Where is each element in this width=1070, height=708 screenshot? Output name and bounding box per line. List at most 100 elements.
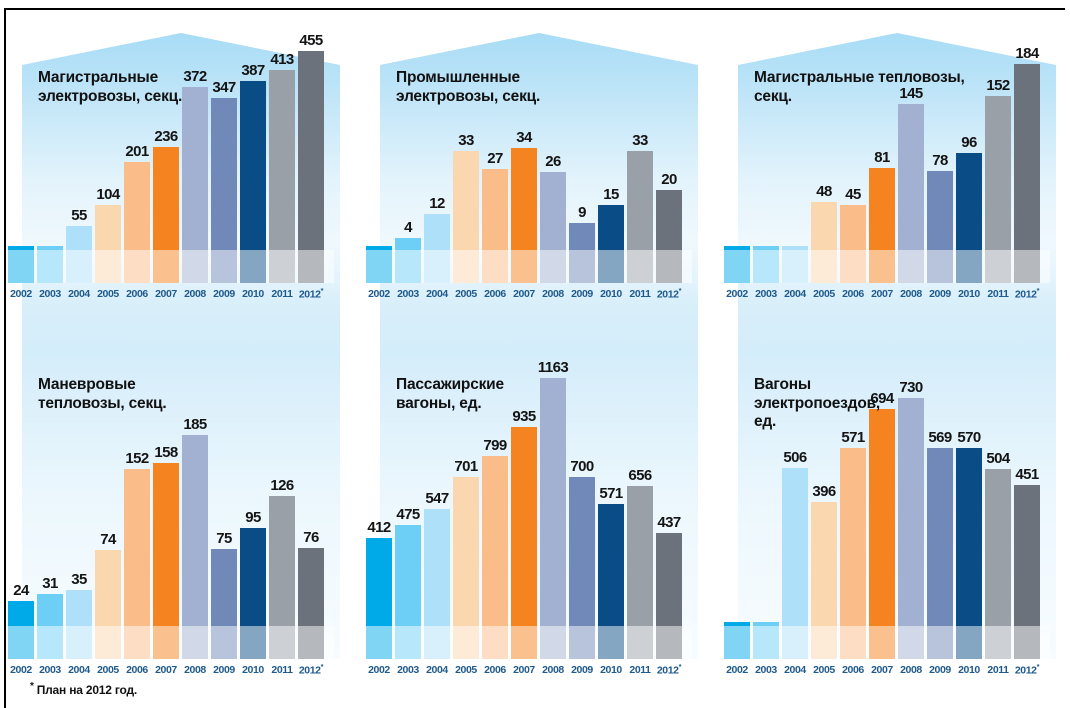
chart-block-electric-train-cars: Вагоны электропоездов, ед. 506 396 571 694 730 5… [722, 340, 1056, 676]
chart-title-line: тепловозы, секц. [38, 394, 167, 412]
year-label: 2008 [542, 664, 564, 676]
plan-asterisk: * [320, 661, 324, 671]
year-label: 2011 [987, 288, 1009, 300]
chart-plot-area: 506 396 571 694 730 569 570 504 451 [722, 340, 1050, 659]
chart-title-line: секц. [754, 87, 792, 105]
bar-value-label: 701 [454, 458, 478, 475]
bar-value-label: 185 [183, 416, 207, 433]
bar-value-label: 236 [154, 128, 178, 145]
bar-value-label: 20 [661, 171, 677, 188]
bar-value-label: 33 [632, 132, 648, 149]
bar-slot: 571 [840, 429, 866, 659]
year-label: 2005 [455, 664, 477, 676]
bar-value-label: 152 [125, 450, 149, 467]
year-label: 2012* [298, 285, 324, 301]
year-label: 2006 [484, 288, 506, 300]
year-label: 2005 [813, 288, 835, 300]
bars-row: 412 475 547 701 799 935 1163 700 571 656 437 [366, 359, 682, 659]
bar-2010 [956, 448, 982, 659]
year-label: 2011 [629, 664, 651, 676]
year-label: 2006 [126, 288, 148, 300]
bar-value-label: 437 [657, 514, 681, 531]
bar-value-label: 126 [270, 477, 294, 494]
year-label: 2003 [39, 288, 61, 300]
chart-title-line: Вагоны [754, 376, 811, 393]
year-axis: 2002 2003 2004 2005 2006 2007 2008 2009 2010 2011… [8, 659, 324, 677]
bar-2010 [240, 81, 266, 283]
year-label: 2009 [213, 288, 235, 300]
bar-value-label: 12 [429, 195, 445, 212]
year-label: 2003 [755, 664, 777, 676]
bar-2006 [840, 448, 866, 659]
chart-title: Магистральные тепловозы, секц. [754, 69, 965, 106]
bar-value-label: 547 [425, 490, 449, 507]
bar-slot: 413 [269, 51, 295, 283]
bar-slot: 185 [182, 416, 208, 659]
year-label: 2003 [397, 288, 419, 300]
plan-asterisk: * [678, 285, 682, 295]
bar-value-label: 35 [71, 571, 87, 588]
year-label: 2009 [571, 288, 593, 300]
bar-value-label: 81 [874, 149, 890, 166]
baseline-wash-band [722, 250, 1050, 283]
bar-value-label: 78 [932, 152, 948, 169]
bar-value-label: 656 [628, 467, 652, 484]
bar-2009 [927, 448, 953, 659]
bar-value-label: 347 [212, 79, 236, 96]
baseline-wash-band [722, 626, 1050, 659]
year-label: 2007 [513, 664, 535, 676]
bar-value-label: 152 [986, 77, 1010, 94]
chart-grid: Магистральные электровозы, секц. 55 104 201 2… [6, 32, 1056, 677]
chart-column-1: Магистральные электровозы, секц. 55 104 201 2… [6, 32, 340, 677]
chart-block-industrial-electric-locomotives: Промышленные электровозы, секц. 4 12 33 27 34 2… [364, 33, 698, 301]
bar-value-label: 9 [578, 204, 586, 221]
year-label: 2006 [484, 664, 506, 676]
bar-slot: 935 [511, 408, 537, 659]
year-label: 2002 [726, 664, 748, 676]
bar-slot: 694 [869, 390, 895, 659]
bar-slot: 799 [482, 437, 508, 659]
bar-2006 [482, 456, 508, 659]
plan-asterisk: * [320, 285, 324, 295]
bar-value-label: 45 [845, 186, 861, 203]
year-label: 2005 [97, 288, 119, 300]
chart-title-line: ед. [754, 413, 777, 431]
baseline-wash-band [364, 626, 692, 659]
bar-value-label: 396 [812, 483, 836, 500]
bar-value-label: 145 [899, 85, 923, 102]
bar-value-label: 694 [870, 390, 894, 407]
bar-value-label: 700 [570, 458, 594, 475]
chart-block-passenger-cars: Пассажирские вагоны, ед. 412 475 547 701 799 93… [364, 340, 698, 677]
bar-slot: 730 [898, 379, 924, 659]
bar-value-label: 31 [42, 575, 58, 592]
chart-plot-area: 412 475 547 701 799 935 1163 700 571 656 437 [364, 340, 692, 659]
bar-value-label: 799 [483, 437, 507, 454]
year-label: 2009 [929, 664, 951, 676]
year-label: 2007 [513, 288, 535, 300]
chart-title-line: Магистральные [38, 69, 158, 86]
year-label: 2009 [213, 664, 235, 676]
year-label: 2004 [68, 664, 90, 676]
bar-value-label: 24 [13, 582, 29, 599]
chart-column-3: Магистральные тепловозы, секц. 48 45 81 145 78… [722, 33, 1056, 676]
bar-value-label: 27 [487, 150, 503, 167]
year-label: 2010 [242, 664, 264, 676]
year-axis: 2002 2003 2004 2005 2006 2007 2008 2009 2010 2011… [8, 283, 324, 301]
year-label: 2003 [397, 664, 419, 676]
bar-slot: 569 [927, 429, 953, 659]
bar-slot: 570 [956, 429, 982, 659]
year-label: 2008 [900, 288, 922, 300]
year-label: 2012* [656, 285, 682, 301]
footnote: * План на 2012 год. [30, 681, 137, 697]
plan-asterisk: * [1036, 661, 1040, 671]
baseline-wash-band [364, 250, 692, 283]
chart-title: Магистральные электровозы, секц. [38, 69, 182, 106]
footnote-text: План на 2012 год. [36, 683, 138, 697]
bar-2011 [269, 70, 295, 283]
bar-value-label: 4 [404, 219, 412, 236]
year-label: 2005 [97, 664, 119, 676]
year-label: 2010 [958, 288, 980, 300]
chart-title: Промышленные электровозы, секц. [396, 69, 540, 106]
bar-slot: 1163 [538, 359, 569, 659]
year-axis: 2002 2003 2004 2005 2006 2007 2008 2009 2010 2011… [366, 659, 682, 677]
